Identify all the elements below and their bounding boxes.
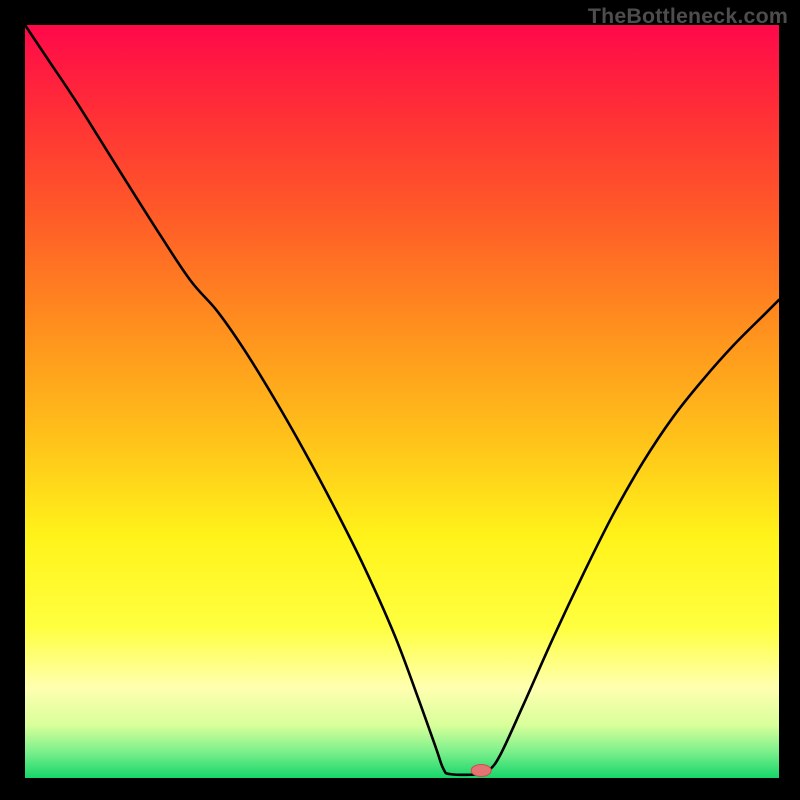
plot-area xyxy=(25,25,779,778)
optimal-point-marker xyxy=(471,764,491,776)
chart-svg xyxy=(25,25,779,778)
chart-frame: TheBottleneck.com xyxy=(0,0,800,800)
gradient-background xyxy=(25,25,779,778)
